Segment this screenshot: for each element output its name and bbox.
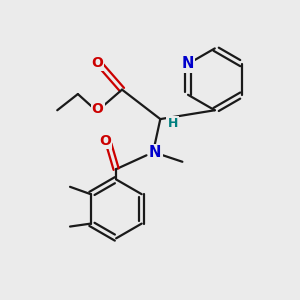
- Text: O: O: [91, 56, 103, 70]
- Text: O: O: [92, 102, 103, 116]
- Text: N: N: [182, 56, 194, 71]
- Text: N: N: [149, 146, 161, 160]
- Text: H: H: [167, 117, 178, 130]
- Text: O: O: [99, 134, 111, 148]
